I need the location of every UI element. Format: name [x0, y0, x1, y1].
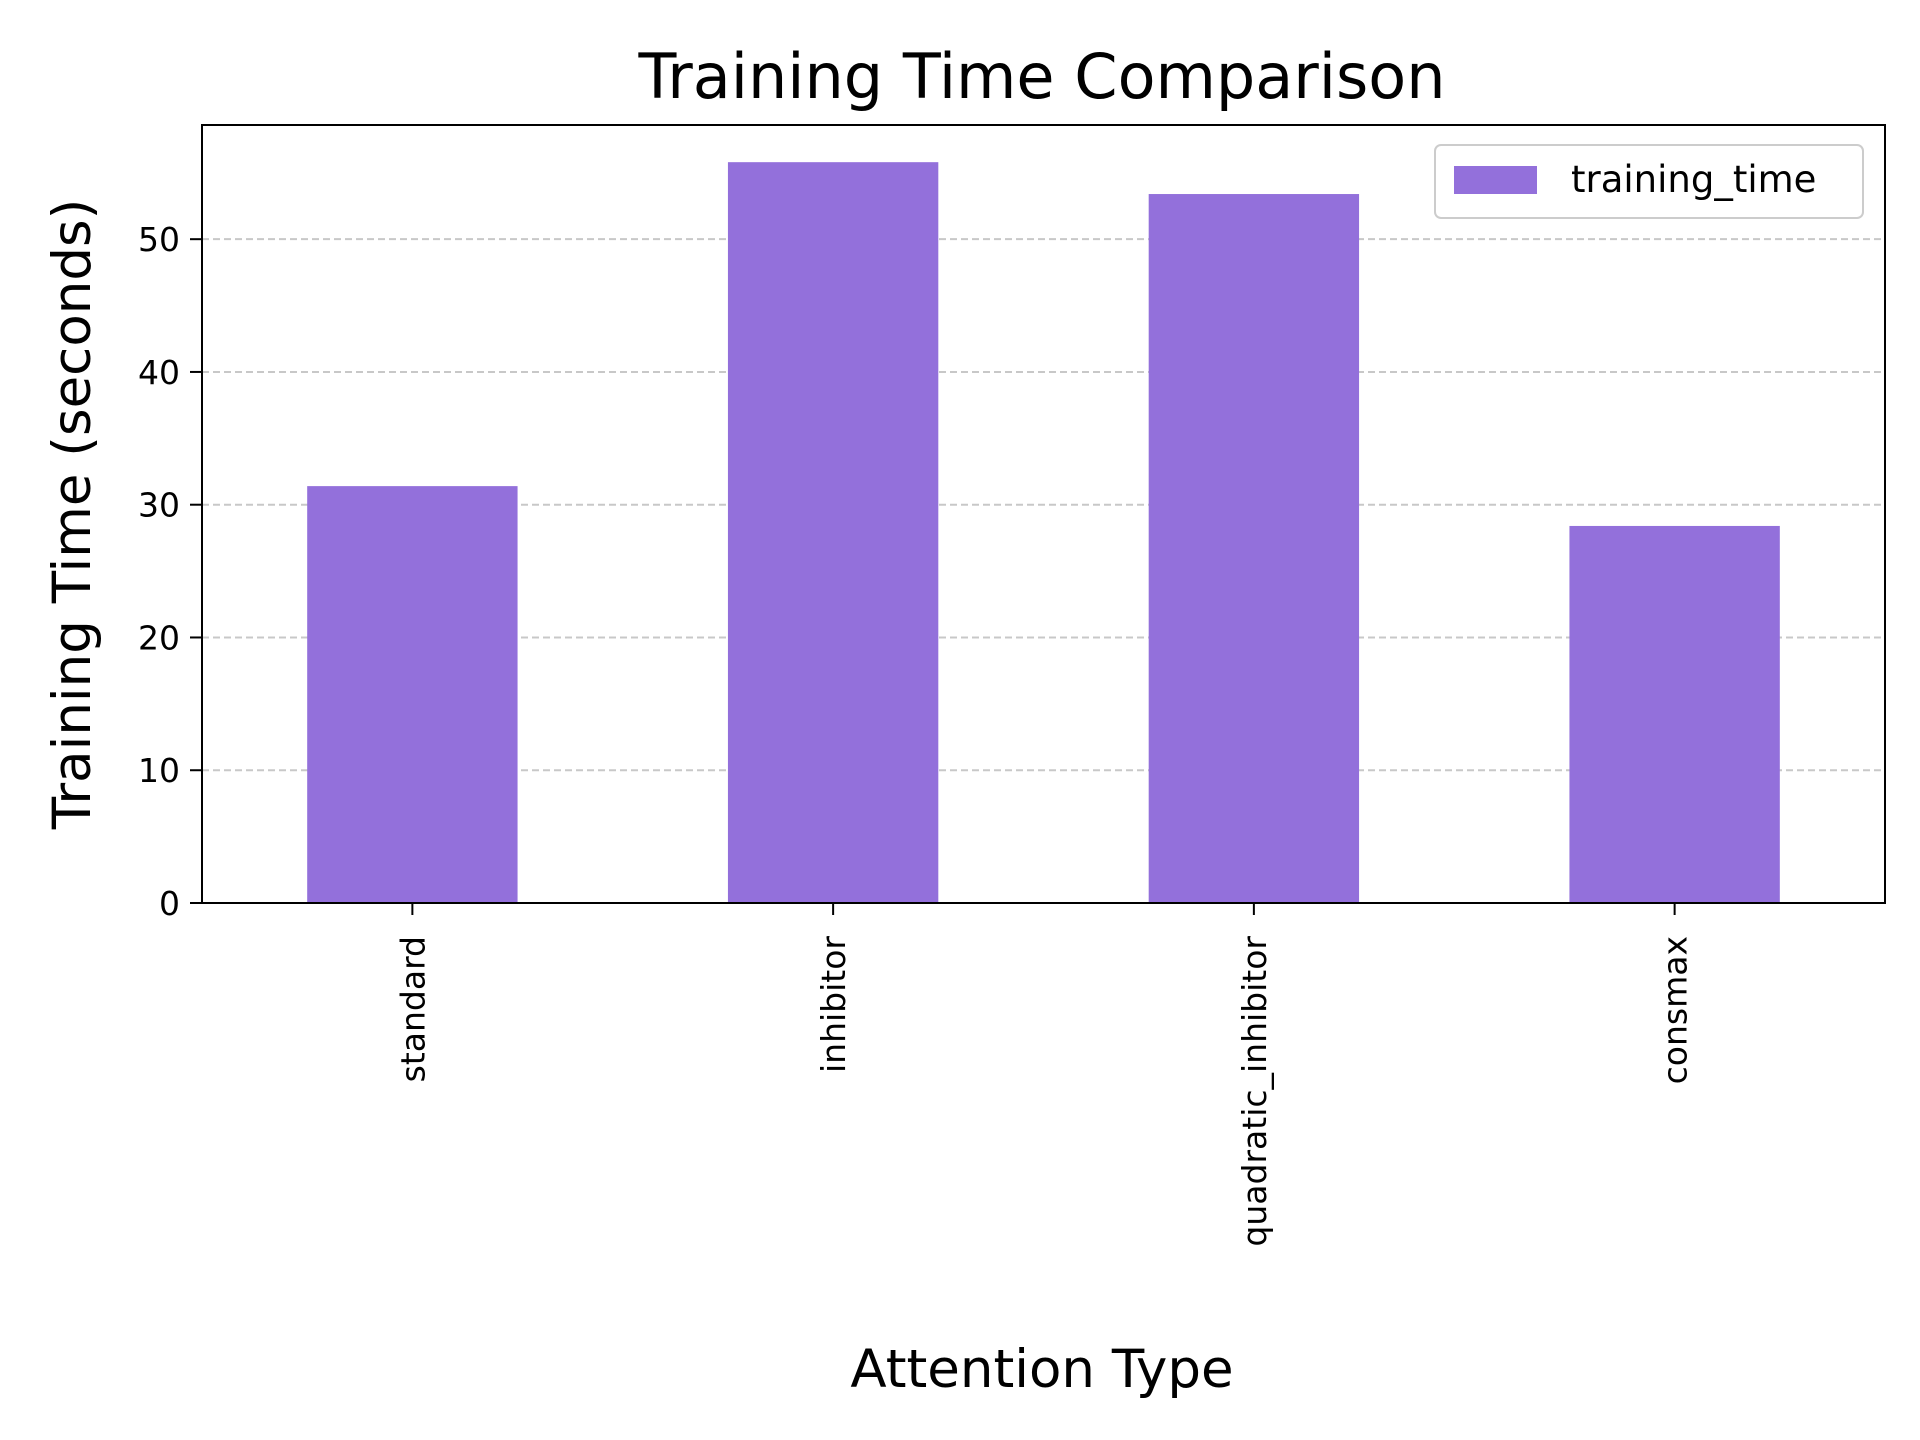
y-axis-label: Training Time (seconds): [42, 199, 103, 831]
x-tick-label: consmax: [1656, 936, 1695, 1084]
y-tick-label: 30: [138, 486, 180, 525]
x-tick-label: standard: [393, 936, 432, 1082]
y-tick-label: 10: [138, 751, 180, 790]
bar-consmax: [1569, 525, 1780, 903]
bar-inhibitor: [727, 162, 939, 903]
bar-standard: [307, 486, 518, 903]
x-tick-label: inhibitor: [814, 936, 853, 1073]
bars: [307, 162, 1780, 903]
y-tick-label: 20: [138, 618, 180, 657]
chart-title: Training Time Comparison: [638, 40, 1446, 113]
y-axis-ticks: 0 10 20 30 40 50: [138, 220, 202, 923]
y-tick-label: 50: [138, 220, 180, 259]
legend-swatch: [1454, 166, 1537, 194]
x-axis-ticks: standard inhibitor quadratic_inhibitor cons…: [393, 903, 1695, 1247]
legend-label: training_time: [1571, 158, 1816, 201]
y-tick-label: 40: [138, 353, 180, 392]
plot-frame: [201, 124, 1886, 904]
bar-quadratic_inhibitor: [1148, 194, 1360, 903]
x-tick-label: quadratic_inhibitor: [1235, 936, 1274, 1247]
y-tick-label: 0: [159, 884, 180, 923]
x-axis-label: Attention Type: [850, 1339, 1233, 1400]
legend-box: [1434, 144, 1864, 219]
legend: training_time: [1434, 144, 1864, 219]
